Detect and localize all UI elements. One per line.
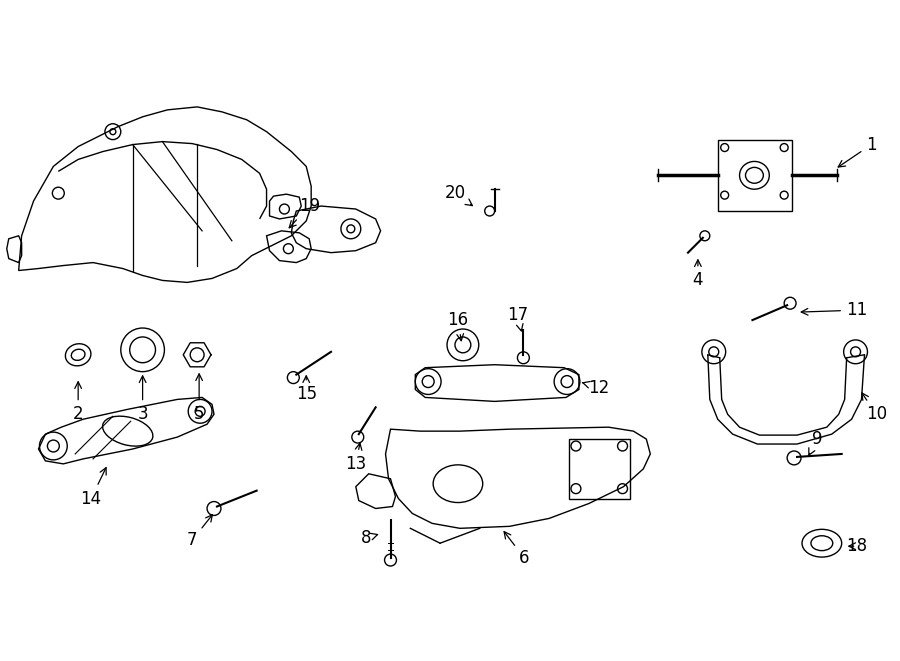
Text: 11: 11 [801, 301, 868, 319]
Text: 7: 7 [187, 515, 212, 549]
Text: 18: 18 [846, 537, 867, 555]
Text: 15: 15 [296, 376, 317, 403]
Text: 2: 2 [73, 382, 84, 423]
Bar [569, 439, 631, 498]
Text: 1: 1 [838, 136, 877, 167]
Text: 17: 17 [507, 306, 528, 331]
Text: 8: 8 [361, 529, 378, 547]
Text: 20: 20 [445, 184, 473, 206]
Text: 12: 12 [582, 379, 609, 397]
Text: 6: 6 [504, 531, 529, 567]
Text: 9: 9 [809, 430, 822, 455]
Text: 5: 5 [194, 374, 204, 423]
Text: 3: 3 [138, 376, 148, 423]
Text: 16: 16 [447, 311, 469, 341]
Text: 14: 14 [80, 467, 106, 508]
Text: 19: 19 [289, 197, 320, 228]
Text: 4: 4 [693, 260, 703, 290]
Text: 13: 13 [346, 443, 366, 473]
Text: 10: 10 [862, 393, 886, 423]
Bar [717, 139, 792, 211]
